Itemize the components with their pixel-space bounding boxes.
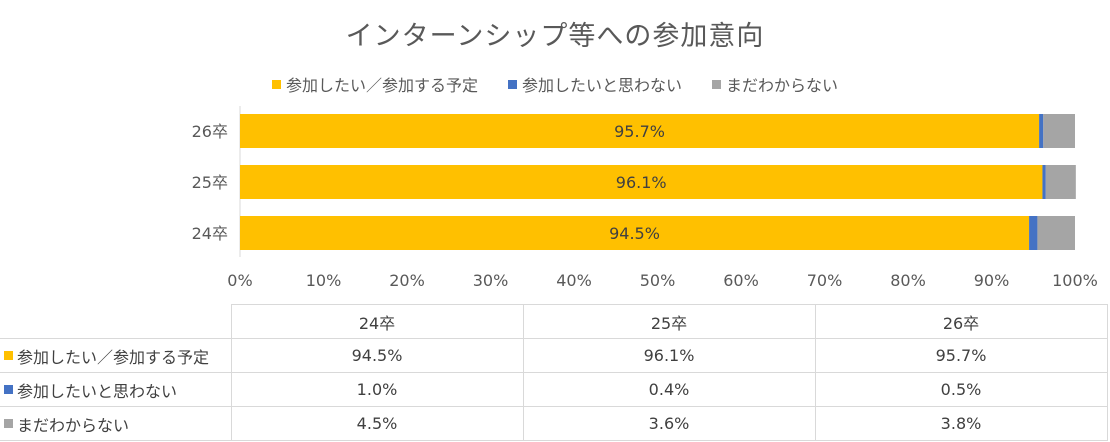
legend-swatch <box>271 79 281 89</box>
table-header-cell: 25卒 <box>522 304 816 339</box>
data-table: 24卒 25卒 26卒 参加したい／参加する予定 94.5% 96.1% 95.… <box>0 304 1108 441</box>
table-row-header: 参加したいと思わない <box>0 372 232 407</box>
table-legend-key <box>4 419 13 428</box>
x-tick-label: 90% <box>974 271 1010 290</box>
data-label: 95.7% <box>614 122 665 141</box>
bar-segment <box>1039 114 1044 148</box>
legend-label: まだわからない <box>726 76 839 95</box>
x-tick-label: 10% <box>306 271 342 290</box>
bar-segment <box>1029 216 1038 250</box>
x-tick-label: 50% <box>640 271 676 290</box>
table-legend-key <box>4 351 13 360</box>
x-tick-label: 20% <box>389 271 425 290</box>
table-row-label: 参加したい／参加する予定 <box>17 347 210 367</box>
table-cell: 3.6% <box>522 406 816 441</box>
legend-item-not-participate: 参加したいと思わない <box>507 72 682 96</box>
legend-label: 参加したいと思わない <box>521 76 682 95</box>
table-cell: 0.4% <box>522 372 816 407</box>
table-row-header: 参加したい／参加する予定 <box>0 338 232 373</box>
bar-segment <box>240 165 1043 199</box>
legend-item-undecided: まだわからない <box>712 72 838 96</box>
table-cell: 96.1% <box>522 338 816 373</box>
table-row: 参加したいと思わない 1.0% 0.4% 0.5% <box>0 372 1108 407</box>
bar-segment <box>1043 114 1075 148</box>
chart-title: インターンシップ等への参加意向 <box>345 21 765 52</box>
x-tick-label: 80% <box>890 271 926 290</box>
table-cell: 0.5% <box>814 372 1108 407</box>
table-cell: 95.7% <box>814 338 1108 373</box>
table-row-label: 参加したいと思わない <box>17 381 178 401</box>
legend-label: 参加したい／参加する予定 <box>285 76 478 95</box>
table-cell: 3.8% <box>814 406 1108 441</box>
table-cell: 1.0% <box>230 372 524 407</box>
table-header-cell: 26卒 <box>814 304 1108 339</box>
table-corner <box>0 304 232 339</box>
data-label: 94.5% <box>609 224 660 243</box>
stacked-bar-chart: 94.5% 24卒 96.1% 25卒 95.7% 26卒 0% 10% 20% 30% 40% 50… <box>192 106 1098 290</box>
legend-swatch <box>507 79 517 89</box>
table-header-row: 24卒 25卒 26卒 <box>0 304 1108 339</box>
x-tick-label: 60% <box>723 271 759 290</box>
bar-segment <box>1042 165 1046 199</box>
bar-segment <box>1037 216 1075 250</box>
x-tick-label: 0% <box>227 271 252 290</box>
legend-swatch <box>712 79 721 89</box>
category-label: 26卒 <box>192 122 228 141</box>
bar-segment <box>240 114 1040 148</box>
table-header-cell: 24卒 <box>230 304 524 339</box>
category-label: 25卒 <box>192 173 228 192</box>
table-row: まだわからない 4.5% 3.6% 3.8% <box>0 406 1108 441</box>
bar-segment <box>1045 165 1076 199</box>
table-row-header: まだわからない <box>0 406 232 441</box>
table-legend-key <box>4 385 13 394</box>
x-tick-label: 70% <box>807 271 843 290</box>
x-tick-label: 40% <box>556 271 592 290</box>
bar-segment <box>240 216 1030 250</box>
table-cell: 4.5% <box>230 406 524 441</box>
category-label: 24卒 <box>192 224 228 243</box>
legend-item-participate: 参加したい／参加する予定 <box>271 72 478 96</box>
table-row-label: まだわからない <box>17 415 130 435</box>
x-tick-label: 30% <box>473 271 509 290</box>
table-cell: 94.5% <box>230 338 524 373</box>
data-label: 96.1% <box>616 173 667 192</box>
chart-legend: 参加したい／参加する予定 参加したいと思わない まだわからない <box>0 72 1110 96</box>
x-tick-label: 100% <box>1052 271 1098 290</box>
table-row: 参加したい／参加する予定 94.5% 96.1% 95.7% <box>0 338 1108 373</box>
